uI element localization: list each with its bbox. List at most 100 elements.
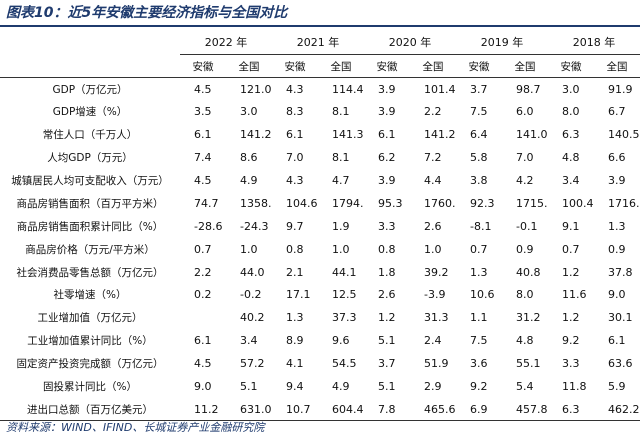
cell-anhui: 0.7 bbox=[194, 242, 212, 256]
table-row: 社会消费品零售总额（万亿元） 2.2 44.0 2.1 44.1 1.8 39.2 1.3 40… bbox=[0, 261, 640, 284]
cell-national: 4.2 bbox=[516, 174, 534, 187]
cell-national: 1358.4 bbox=[240, 196, 272, 210]
cell-national: 5.4 bbox=[516, 380, 534, 394]
cell-anhui: 1.1 bbox=[470, 311, 488, 325]
table-row: 固投累计同比（%） 9.0 5.1 9.4 4.9 5.1 2.9 9.2 5.4 11.8 5.9 bbox=[0, 375, 640, 398]
cell-anhui: 1.8 bbox=[378, 265, 396, 279]
cell-anhui: 3.5 bbox=[194, 105, 212, 119]
region-header-national: 全国 bbox=[226, 54, 272, 78]
table-row: 商品房销售面积（百万平方米） 74.7 1358.4 104.6 1794.3 95.3 1… bbox=[0, 192, 640, 215]
row-label: 商品房销售面积（百万平方米） bbox=[16, 197, 164, 210]
cell-national: 1760.9 bbox=[424, 196, 456, 210]
cell-anhui: 1.3 bbox=[286, 311, 304, 325]
cell-anhui: 3.8 bbox=[470, 174, 488, 187]
cell-anhui: 6.3 bbox=[562, 128, 580, 142]
cell-national: 4.9 bbox=[240, 174, 258, 187]
cell-national: 1.9 bbox=[332, 219, 350, 233]
cell-national: 30.1 bbox=[608, 311, 633, 325]
cell-anhui: 6.9 bbox=[456, 397, 502, 422]
cell-national: 140.5 bbox=[608, 128, 640, 142]
cell-national: 39.2 bbox=[424, 265, 449, 279]
cell-anhui: 5.1 bbox=[378, 380, 396, 394]
cell-anhui bbox=[180, 306, 226, 329]
row-label: 商品房销售面积累计同比（%） bbox=[16, 220, 164, 233]
row-label: 工业增加值累计同比（%） bbox=[27, 335, 153, 348]
cell-national: 1794.3 bbox=[332, 196, 364, 210]
cell-national: 1715.6 bbox=[516, 196, 548, 210]
cell-national: -24.3 bbox=[240, 219, 269, 233]
cell-anhui: 4.5 bbox=[194, 174, 212, 187]
cell-national: 4.4 bbox=[424, 174, 442, 187]
cell-anhui: 3.4 bbox=[562, 174, 580, 187]
cell-anhui: 104.6 bbox=[286, 196, 318, 210]
cell-national: 465.6 bbox=[410, 397, 456, 422]
cell-national: 1.0 bbox=[240, 242, 258, 256]
cell-anhui: 3.3 bbox=[562, 357, 580, 371]
cell-anhui: 3.0 bbox=[562, 82, 580, 96]
year-header-2019: 2019 年 bbox=[456, 30, 548, 55]
cell-anhui: 3.9 bbox=[378, 82, 396, 96]
cell-national: 6.0 bbox=[516, 105, 534, 119]
cell-national: 8.6 bbox=[240, 151, 258, 165]
cell-national: 114.4 bbox=[332, 82, 364, 96]
table-row: 社零增速（%） 0.2 -0.2 17.1 12.5 2.6 -3.9 10.6 8.0 11.6… bbox=[0, 284, 640, 307]
cell-national: 8.1 bbox=[332, 105, 350, 119]
table-body: GDP（万亿元） 4.5 121.0 4.3 114.4 3.9 101.4 3.7 98.7 3… bbox=[0, 78, 640, 422]
region-header-anhui: 安徽 bbox=[456, 54, 502, 78]
region-header-row: 安徽 全国 安徽 全国 安徽 全国 安徽 全国 安徽 全国 bbox=[0, 54, 640, 78]
cell-anhui: 95.3 bbox=[378, 196, 403, 210]
cell-national: 1.0 bbox=[332, 242, 350, 256]
cell-national: 5.1 bbox=[240, 380, 258, 394]
table-row: 常住人口（千万人） 6.1 141.2 6.1 141.3 6.1 141.2 6.4 141.… bbox=[0, 123, 640, 146]
cell-national: 2.4 bbox=[424, 334, 442, 348]
year-header-2018: 2018 年 bbox=[548, 30, 640, 55]
row-label: 固定资产投资完成额（万亿元） bbox=[16, 358, 164, 371]
cell-anhui: 11.6 bbox=[562, 288, 587, 302]
cell-national: 6.6 bbox=[608, 151, 626, 165]
cell-national: 9.0 bbox=[608, 288, 626, 302]
cell-national: 101.4 bbox=[424, 82, 456, 96]
cell-anhui: 6.3 bbox=[548, 397, 594, 422]
cell-anhui: 6.1 bbox=[194, 334, 212, 348]
cell-anhui: 8.3 bbox=[286, 105, 304, 119]
cell-anhui: 1.2 bbox=[378, 311, 396, 325]
cell-anhui: 3.6 bbox=[470, 357, 488, 371]
row-label: GDP增速（%） bbox=[52, 106, 128, 119]
cell-national: 6.1 bbox=[608, 334, 626, 348]
economic-indicators-table: 2022 年 2021 年 2020 年 2019 年 2018 年 安徽 全国… bbox=[0, 30, 640, 422]
cell-anhui: 92.3 bbox=[470, 196, 495, 210]
cell-national: 2.9 bbox=[424, 380, 442, 394]
row-label: 固投累计同比（%） bbox=[43, 381, 137, 394]
cell-anhui: 100.4 bbox=[562, 196, 594, 210]
table-row: 城镇居民人均可支配收入（万元） 4.5 4.9 4.3 4.7 3.9 4.4 3.8 4.2 3… bbox=[0, 169, 640, 192]
cell-anhui: 4.8 bbox=[562, 151, 580, 165]
year-header-2022: 2022 年 bbox=[180, 30, 272, 55]
cell-national: 0.9 bbox=[608, 242, 626, 256]
cell-national: 91.9 bbox=[608, 82, 633, 96]
cell-national: 3.9 bbox=[608, 174, 626, 187]
cell-anhui: 0.7 bbox=[470, 242, 488, 256]
cell-anhui: 8.0 bbox=[562, 105, 580, 119]
row-label: 人均GDP（万元） bbox=[47, 152, 133, 165]
cell-national: 7.2 bbox=[424, 151, 442, 165]
cell-national: 141.3 bbox=[332, 128, 364, 142]
cell-national: 4.9 bbox=[332, 380, 350, 394]
row-label: 社零增速（%） bbox=[53, 289, 127, 302]
cell-anhui: 6.1 bbox=[194, 128, 212, 142]
cell-national: 4.7 bbox=[332, 174, 350, 187]
cell-anhui: 5.1 bbox=[378, 334, 396, 348]
region-header-national: 全国 bbox=[502, 54, 548, 78]
figure-title: 图表10：近5年安徽主要经济指标与全国对比 bbox=[6, 5, 288, 21]
cell-anhui: 1.3 bbox=[470, 265, 488, 279]
cell-anhui: 3.7 bbox=[378, 357, 396, 371]
cell-national: 3.4 bbox=[240, 334, 258, 348]
cell-national: 37.8 bbox=[608, 265, 633, 279]
cell-anhui: 74.7 bbox=[194, 196, 219, 210]
table-row: GDP（万亿元） 4.5 121.0 4.3 114.4 3.9 101.4 3.7 98.7 3… bbox=[0, 78, 640, 101]
region-header-anhui: 安徽 bbox=[180, 54, 226, 78]
cell-national: 44.0 bbox=[240, 265, 265, 279]
cell-national: 457.8 bbox=[502, 397, 548, 422]
table-row: 工业增加值累计同比（%） 6.1 3.4 8.9 9.6 5.1 2.4 7.5 4.8 9.2 6… bbox=[0, 329, 640, 352]
table-row: 进出口总额（百万亿美元） 11.2 631.0 10.7 604.4 7.8 465.6 6.… bbox=[0, 397, 640, 422]
cell-national: 12.5 bbox=[332, 288, 357, 302]
